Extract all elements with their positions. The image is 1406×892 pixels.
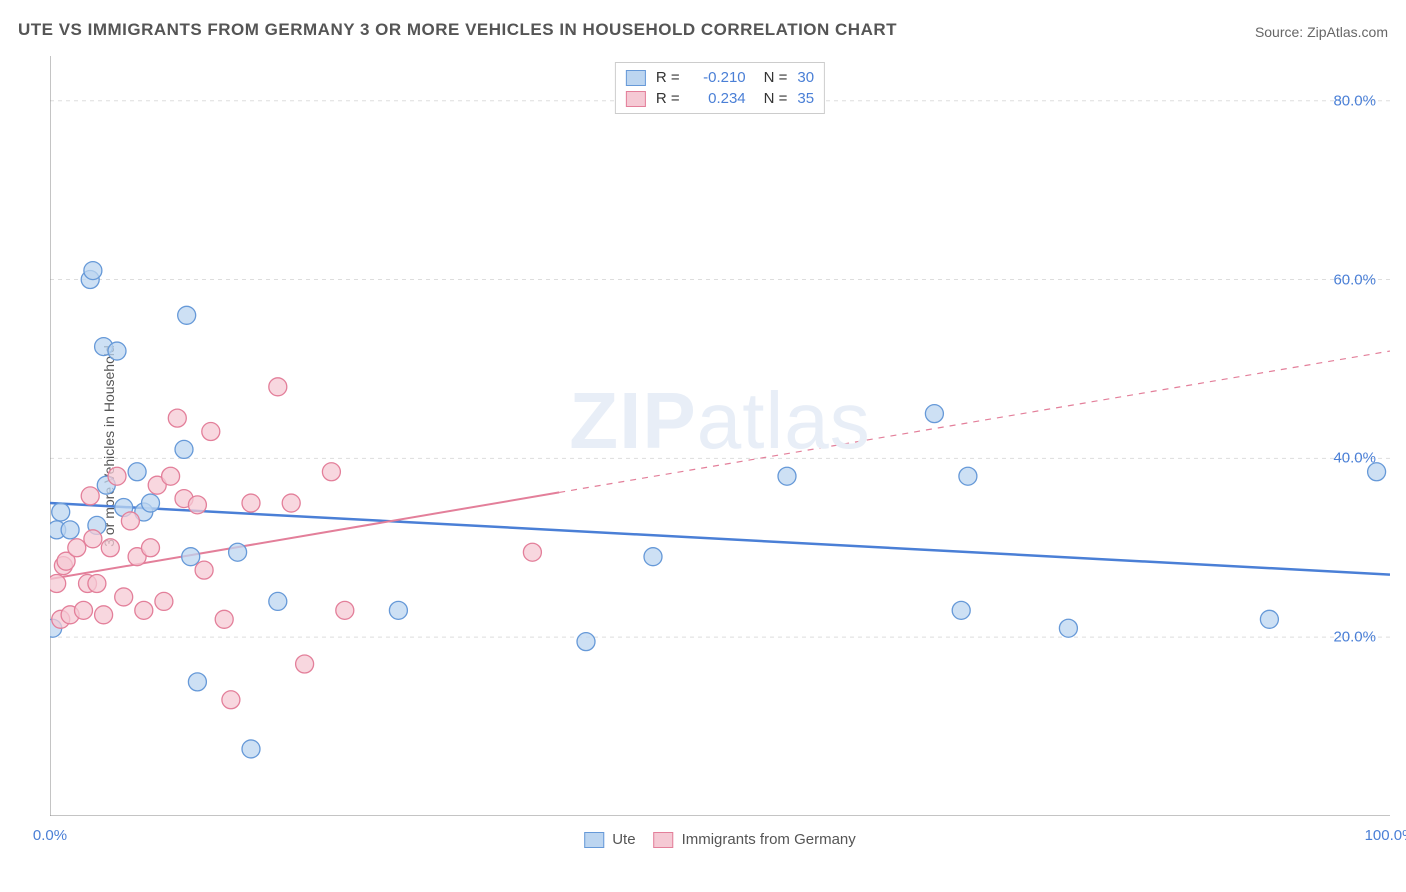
correlation-legend: R = -0.210 N = 30 R = 0.234 N = 35	[615, 62, 825, 114]
n-label: N =	[764, 90, 788, 107]
legend-swatch	[626, 70, 646, 86]
r-label: R =	[656, 90, 680, 107]
n-label: N =	[764, 69, 788, 86]
r-label: R =	[656, 69, 680, 86]
series-legend: Ute Immigrants from Germany	[584, 831, 856, 848]
legend-row: R = -0.210 N = 30	[626, 67, 814, 88]
chart-title: UTE VS IMMIGRANTS FROM GERMANY 3 OR MORE…	[18, 20, 897, 40]
y-tick-label: 20.0%	[1333, 629, 1376, 646]
x-tick-label: 0.0%	[33, 827, 67, 844]
legend-label: Immigrants from Germany	[682, 831, 856, 848]
n-value: 35	[797, 90, 814, 107]
legend-swatch	[626, 91, 646, 107]
plot-svg	[50, 56, 1390, 816]
y-tick-label: 80.0%	[1333, 92, 1376, 109]
legend-swatch	[584, 832, 604, 848]
legend-item: Immigrants from Germany	[654, 831, 856, 848]
legend-row: R = 0.234 N = 35	[626, 88, 814, 109]
n-value: 30	[797, 69, 814, 86]
r-value: 0.234	[690, 90, 746, 107]
source-label: Source: ZipAtlas.com	[1255, 24, 1388, 40]
y-tick-label: 60.0%	[1333, 271, 1376, 288]
correlation-chart: ZIPatlas R =-0.210N =30R =0.234N =35 20.…	[50, 56, 1390, 816]
legend-item: Ute	[584, 831, 635, 848]
y-tick-label: 40.0%	[1333, 450, 1376, 467]
x-tick-label: 100.0%	[1365, 827, 1406, 844]
r-value: -0.210	[690, 69, 746, 86]
legend-label: Ute	[612, 831, 635, 848]
legend-swatch	[654, 832, 674, 848]
